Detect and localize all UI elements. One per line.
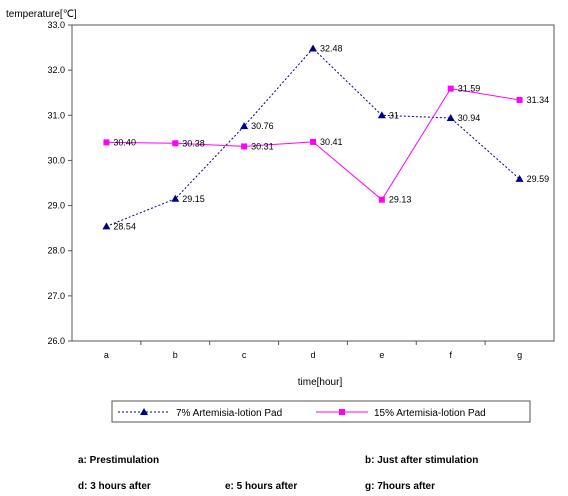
plot-area xyxy=(71,24,555,342)
y-tick-label: 30.0 xyxy=(47,155,65,165)
legend-label-7pct: 7% Artemisia-lotion Pad xyxy=(176,408,282,419)
data-label: 30.94 xyxy=(458,113,481,123)
x-axis-label: time[hour] xyxy=(298,377,343,388)
data-label: 31.34 xyxy=(527,95,550,105)
data-label: 29.15 xyxy=(182,194,205,204)
x-tick-label: g xyxy=(517,350,522,360)
data-point-marker xyxy=(241,143,248,150)
x-tick-label: e xyxy=(379,350,384,360)
data-label: 31.59 xyxy=(458,84,481,94)
x-axis-ticks: a b c d e f g xyxy=(104,341,522,360)
legend: 7% Artemisia-lotion Pad 15% Artemisia-lo… xyxy=(111,400,531,423)
data-point-marker xyxy=(446,113,455,121)
data-label: 30.40 xyxy=(113,137,136,147)
data-label: 30.76 xyxy=(251,121,274,131)
data-label: 30.38 xyxy=(182,138,205,148)
x-tick-label: b xyxy=(173,350,178,360)
data-point-marker xyxy=(103,139,110,146)
data-label: 28.54 xyxy=(113,221,136,231)
data-point-marker xyxy=(240,122,249,130)
x-tick-label: d xyxy=(310,350,315,360)
data-label: 30.41 xyxy=(320,137,343,147)
x-tick-label: c xyxy=(242,350,247,360)
y-tick-label: 28.0 xyxy=(47,246,65,256)
data-label: 31 xyxy=(389,110,399,120)
x-tick-label: a xyxy=(104,350,109,360)
note-a: a: Prestimulation xyxy=(78,455,160,466)
y-tick-label: 31.0 xyxy=(47,110,65,120)
data-label: 30.31 xyxy=(251,141,274,151)
series-layer: 28.54 29.15 30.76 32.48 31 30.94 29.59 30.40 30.… xyxy=(102,43,549,231)
y-tick-label: 26.0 xyxy=(47,336,65,346)
y-tick-label: 29.0 xyxy=(47,201,65,211)
y-axis-label: temperature[℃] xyxy=(6,9,77,20)
data-point-marker xyxy=(516,96,523,103)
data-point-marker xyxy=(309,44,317,52)
x-tick-label: f xyxy=(449,350,452,360)
data-point-marker xyxy=(378,196,385,203)
y-tick-label: 33.0 xyxy=(47,20,65,30)
data-point-marker xyxy=(447,85,454,92)
note-d: d: 3 hours after xyxy=(78,481,151,492)
y-axis-ticks: 33.0 32.0 31.0 30.0 29.0 28.0 27.0 26.0 xyxy=(47,20,72,346)
note-b: b: Just after stimulation xyxy=(365,455,479,466)
data-point-marker xyxy=(515,174,524,182)
data-point-marker xyxy=(377,111,386,119)
data-label: 32.48 xyxy=(320,43,343,53)
data-point-marker xyxy=(310,138,316,145)
note-e: e: 5 hours after xyxy=(225,481,298,492)
note-g: g: 7hours after xyxy=(365,481,436,492)
data-label: 29.59 xyxy=(527,174,550,184)
y-tick-label: 27.0 xyxy=(47,291,65,301)
data-point-marker xyxy=(171,194,180,202)
data-label: 29.13 xyxy=(389,195,412,205)
legend-marker-7pct xyxy=(140,408,148,415)
line-chart: 33.0 32.0 31.0 30.0 29.0 28.0 27.0 26.0 a b c d e f g… xyxy=(6,9,555,423)
legend-label-15pct: 15% Artemisia-lotion Pad xyxy=(374,408,486,419)
legend-marker-15pct xyxy=(339,409,345,415)
data-point-marker xyxy=(102,222,111,230)
data-point-marker xyxy=(172,140,179,147)
y-tick-label: 32.0 xyxy=(47,65,65,75)
